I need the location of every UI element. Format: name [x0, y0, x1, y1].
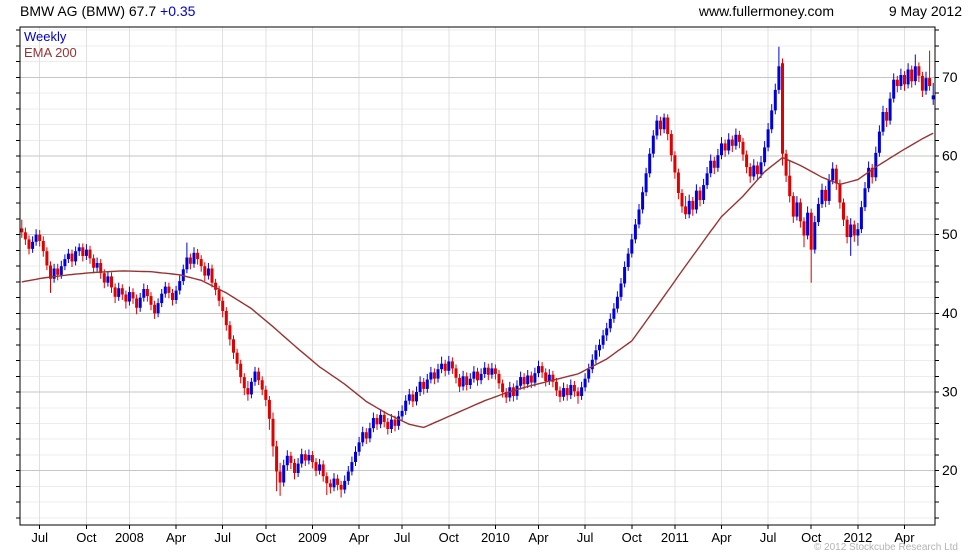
svg-text:Jul: Jul: [214, 530, 231, 545]
svg-text:Jul: Jul: [760, 530, 777, 545]
instrument-title: BMW AG (BMW) 67.7 +0.35: [20, 3, 195, 19]
x-axis-labels: Jul Oct 2008 Apr Jul Oct 2009 Apr Jul Oct 2010 Apr J…: [31, 530, 915, 545]
svg-text:2011: 2011: [661, 530, 689, 545]
svg-text:2008: 2008: [115, 530, 144, 545]
svg-text:2012: 2012: [843, 530, 872, 545]
svg-text:30: 30: [942, 384, 958, 400]
date-label: 9 May 2012: [888, 3, 962, 19]
svg-text:Jul: Jul: [577, 530, 594, 545]
svg-text:2009: 2009: [298, 530, 327, 545]
svg-text:Oct: Oct: [439, 530, 460, 545]
website-label: www.fullermoney.com: [698, 3, 834, 19]
svg-text:Apr: Apr: [528, 530, 549, 545]
svg-text:Apr: Apr: [894, 530, 915, 545]
svg-text:Jul: Jul: [31, 530, 48, 545]
svg-text:20: 20: [942, 462, 958, 478]
axis-ticks: [16, 29, 939, 529]
svg-text:Apr: Apr: [349, 530, 370, 545]
plot-border: [19, 26, 936, 526]
instrument-price-label: BMW AG (BMW) 67.7: [20, 3, 157, 19]
svg-text:Oct: Oct: [622, 530, 643, 545]
svg-text:60: 60: [942, 148, 958, 164]
svg-text:Apr: Apr: [711, 530, 732, 545]
svg-text:Oct: Oct: [256, 530, 277, 545]
svg-text:Apr: Apr: [166, 530, 187, 545]
svg-text:50: 50: [942, 226, 958, 242]
ema-legend: EMA 200: [24, 45, 77, 60]
svg-text:70: 70: [942, 69, 958, 85]
svg-text:2010: 2010: [481, 530, 510, 545]
y-axis-labels: 20 30 40 50 60 70: [942, 69, 958, 478]
copyright-label: © 2012 Stockcube Research Ltd: [813, 542, 958, 553]
timeframe-legend: Weekly: [24, 29, 67, 44]
svg-text:Oct: Oct: [801, 530, 822, 545]
svg-text:Oct: Oct: [76, 530, 97, 545]
ema-line: [21, 132, 934, 429]
svg-text:Jul: Jul: [394, 530, 411, 545]
gridlines: [20, 27, 935, 525]
price-change-label: +0.35: [160, 3, 196, 19]
candles-group: [20, 46, 935, 498]
svg-text:40: 40: [942, 305, 958, 321]
